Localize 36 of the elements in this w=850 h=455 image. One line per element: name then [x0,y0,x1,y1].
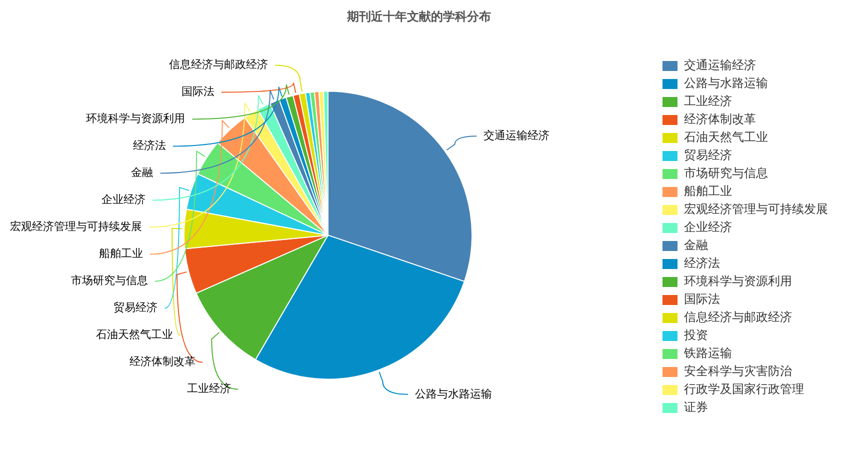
slice-label: 贸易经济 [114,301,158,314]
legend-label: 船舶工业 [684,184,732,198]
slice-label: 国际法 [181,85,214,98]
legend-label: 交通运输经济 [684,58,756,72]
slice-label: 交通运输经济 [484,129,550,142]
legend-label: 证券 [684,400,708,414]
legend-label: 金融 [684,238,708,252]
slice-label: 市场研究与信息 [71,274,148,288]
slice-label: 环境科学与资源利用 [86,112,186,126]
slice-label: 石油天然气工业 [96,328,173,342]
legend-label: 贸易经济 [684,148,732,162]
legend-label: 经济法 [684,256,720,270]
legend-label: 企业经济 [684,220,732,234]
slice-label: 经济体制改革 [130,355,196,368]
legend-label: 安全科学与灾害防治 [684,364,792,378]
legend-label: 宏观经济管理与可持续发展 [684,202,828,216]
slice-label: 信息经济与邮政经济 [168,58,268,72]
legend-label: 市场研究与信息 [684,166,768,180]
legend-label: 公路与水路运输 [684,76,768,90]
legend-label: 国际法 [684,292,720,306]
legend-label: 行政学及国家行政管理 [684,382,804,396]
chart-title: 期刊近十年文献的学科分布 [346,9,491,24]
legend-label: 投资 [683,328,708,342]
slice-label: 企业经济 [101,193,146,206]
legend-label: 工业经济 [684,94,732,108]
legend-label: 石油天然气工业 [684,130,768,144]
legend-label: 铁路运输 [683,346,732,360]
legend-label: 经济体制改革 [684,112,756,126]
slice-label: 金融 [131,166,154,180]
legend-label: 环境科学与资源利用 [684,274,792,288]
slice-label: 工业经济 [187,382,232,396]
slice-label: 公路与水路运输 [415,387,492,400]
slice-label: 宏观经济管理与可持续发展 [10,220,142,234]
legend-label: 信息经济与邮政经济 [684,310,792,324]
slice-label: 经济法 [132,139,166,152]
slice-label: 船舶工业 [99,247,144,260]
